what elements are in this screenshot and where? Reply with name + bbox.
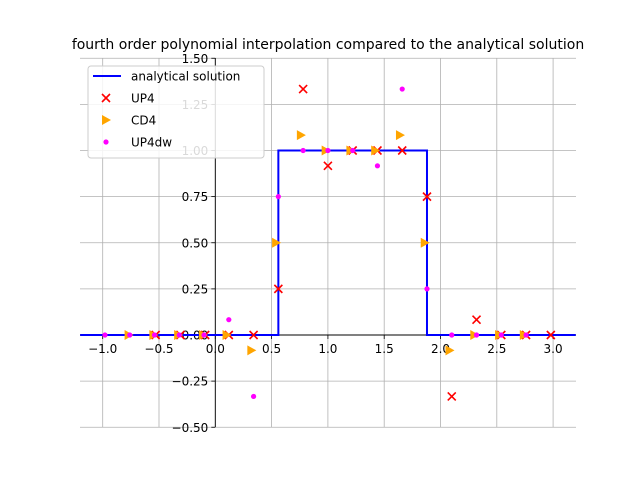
legend-swatch-cd4: [102, 115, 111, 125]
up4-point: [273, 284, 283, 294]
legend-label-up4: UP4: [131, 92, 155, 106]
y-tick-label: 0.50: [182, 236, 209, 250]
up4dw-point: [275, 194, 281, 200]
x-tick-label: 0.5: [262, 342, 281, 356]
up4dw-point: [102, 332, 108, 338]
up4dw-point: [151, 332, 158, 338]
x-tick-label: 3.0: [544, 342, 563, 356]
up4dw-point: [449, 332, 455, 338]
up4dw-point: [473, 332, 480, 338]
cd4-point: [371, 145, 381, 156]
x-tick-label: −1.0: [88, 342, 117, 356]
y-tick-label: 0.75: [182, 190, 209, 204]
up4dw-point: [424, 286, 430, 292]
cd4-point: [445, 345, 455, 356]
x-tick-label: 2.5: [487, 342, 506, 356]
up4dw-point: [399, 86, 405, 92]
up4dw-point: [250, 393, 257, 400]
up4-point: [422, 192, 432, 202]
up4dw-point: [325, 147, 331, 154]
legend-label-cd4: CD4: [131, 114, 156, 128]
up4-point: [249, 330, 259, 340]
up4dw-point: [176, 332, 182, 338]
legend-label-up4dw: UP4dw: [131, 136, 172, 150]
up4dw-point: [300, 147, 306, 154]
y-tick-label: 1.50: [182, 52, 209, 66]
up4-point: [447, 391, 457, 402]
chart-title: fourth order polynomial interpolation co…: [72, 37, 584, 53]
legend-swatch-up4: [101, 93, 111, 103]
y-tick-label: 0.25: [182, 282, 209, 296]
up4-point: [323, 161, 333, 171]
data-series: [80, 84, 576, 402]
cd4-point: [247, 345, 257, 356]
up4-point: [471, 315, 482, 325]
legend-label-analytical-solution: analytical solution: [131, 70, 240, 84]
up4dw-point: [226, 317, 232, 323]
cd4-point: [296, 130, 306, 141]
legend-box: [87, 65, 265, 159]
up4dw-point: [523, 332, 529, 338]
up4-point: [298, 84, 308, 94]
y-tick-label: −0.25: [172, 375, 209, 389]
cd4-point: [272, 237, 282, 248]
x-tick-label: −0.5: [144, 342, 173, 356]
up4dw-point: [201, 332, 207, 338]
up4dw-point: [498, 332, 504, 338]
x-tick-label: 2.0: [431, 342, 450, 356]
cd4-point: [222, 330, 232, 340]
x-tick-label: 0.0: [206, 342, 225, 356]
cd4-point: [420, 237, 430, 248]
cd4-point: [395, 130, 405, 141]
up4-point: [546, 330, 556, 340]
y-tick-label: −0.50: [172, 421, 209, 435]
up4-point: [397, 145, 407, 156]
x-tick-label: 1.0: [318, 342, 337, 356]
x-tick-label: 1.5: [375, 342, 394, 356]
up4dw-point: [127, 332, 133, 338]
up4dw-point: [350, 147, 356, 154]
legend-swatch-up4dw: [103, 139, 109, 145]
up4dw-point: [374, 163, 381, 169]
legend: analytical solution UP4 CD4 UP4dw: [87, 65, 265, 159]
